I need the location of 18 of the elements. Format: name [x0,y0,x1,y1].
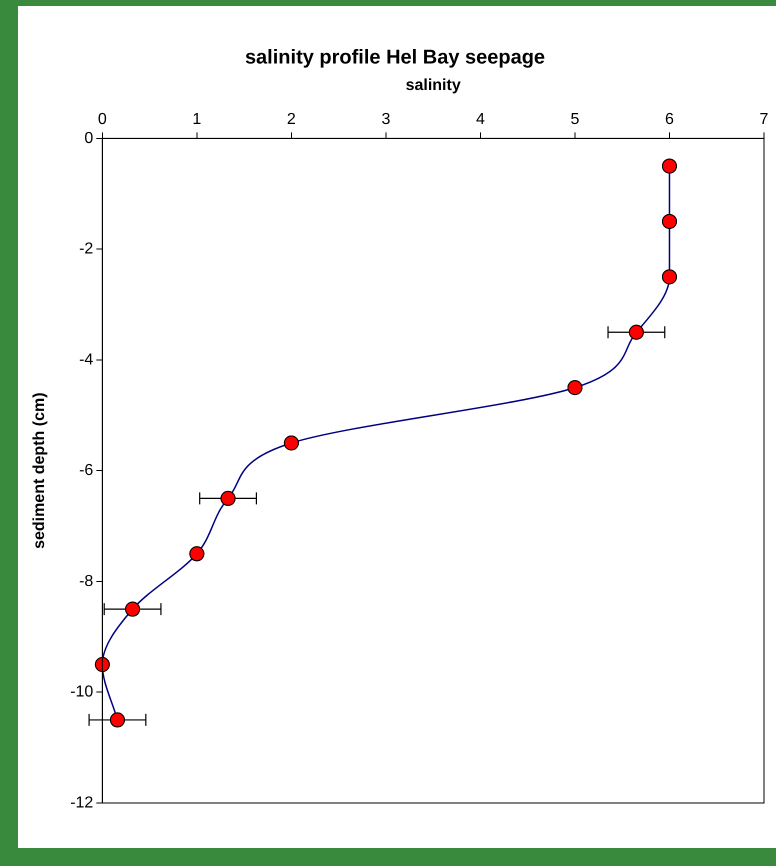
y-tick-label: -4 [79,351,94,368]
x-tick-label: 3 [381,111,390,128]
y-tick-label: -10 [70,684,94,701]
x-tick-label: 2 [286,111,296,128]
y-tick-label: -6 [79,462,94,480]
chart-title: salinity profile Hel Bay seepage [244,46,546,69]
x-tick-label: 5 [570,111,580,128]
y-tick-label: -12 [70,794,94,812]
y-tick-label: -8 [79,572,94,590]
x-tick-label: 4 [476,111,485,128]
x-tick-label: 0 [98,111,107,128]
x-tick-label: 1 [192,111,202,128]
x-tick-label: 6 [665,111,674,128]
y-tick-label: -2 [79,240,94,258]
y-tick-label: 0 [84,130,94,147]
y-axis-title: sediment depth (cm) [31,392,48,549]
x-tick-label: 7 [760,111,769,128]
x-axis-title: salinity [406,77,461,94]
